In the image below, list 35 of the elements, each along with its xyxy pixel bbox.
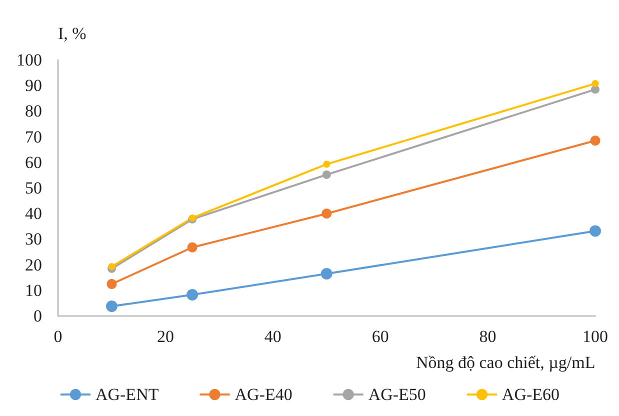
x-tick-label: 20 <box>156 327 174 346</box>
y-tick-label: 80 <box>25 102 42 121</box>
point <box>187 242 198 252</box>
y-tick-label: 90 <box>25 76 42 96</box>
y-tick-label: 20 <box>25 255 42 274</box>
y-tick-label: 60 <box>25 152 42 172</box>
point <box>590 225 601 237</box>
y-tick-label: 30 <box>25 230 42 249</box>
y-tick-label: 40 <box>25 204 42 224</box>
point <box>590 136 600 146</box>
point <box>186 289 198 300</box>
x-tick-label: 60 <box>372 327 389 346</box>
y-tick-label: 70 <box>25 127 42 146</box>
point <box>592 80 599 88</box>
legend-label: AG-ENT <box>95 385 160 404</box>
point <box>320 268 332 280</box>
x-axis-title: Nồng độ cao chiết, µg/mL <box>416 353 596 372</box>
legend-label: AG-E50 <box>368 385 426 404</box>
point <box>106 300 118 312</box>
point <box>106 279 117 289</box>
y-tick-label: 0 <box>34 306 42 326</box>
y-axis-title: I, % <box>58 24 86 43</box>
x-tick-label: 80 <box>479 327 496 346</box>
point <box>108 263 116 270</box>
point <box>322 208 332 219</box>
legend-label: AG-E60 <box>502 385 560 404</box>
point <box>323 160 330 168</box>
y-tick-label: 50 <box>25 178 42 198</box>
x-tick-label: 40 <box>264 327 282 346</box>
legend-label: AG-E40 <box>234 385 292 404</box>
point <box>322 170 331 179</box>
x-tick-label: 0 <box>54 327 62 346</box>
y-tick-label: 10 <box>25 280 42 300</box>
x-tick-label: 100 <box>582 327 608 346</box>
y-tick-label: 100 <box>16 50 42 70</box>
